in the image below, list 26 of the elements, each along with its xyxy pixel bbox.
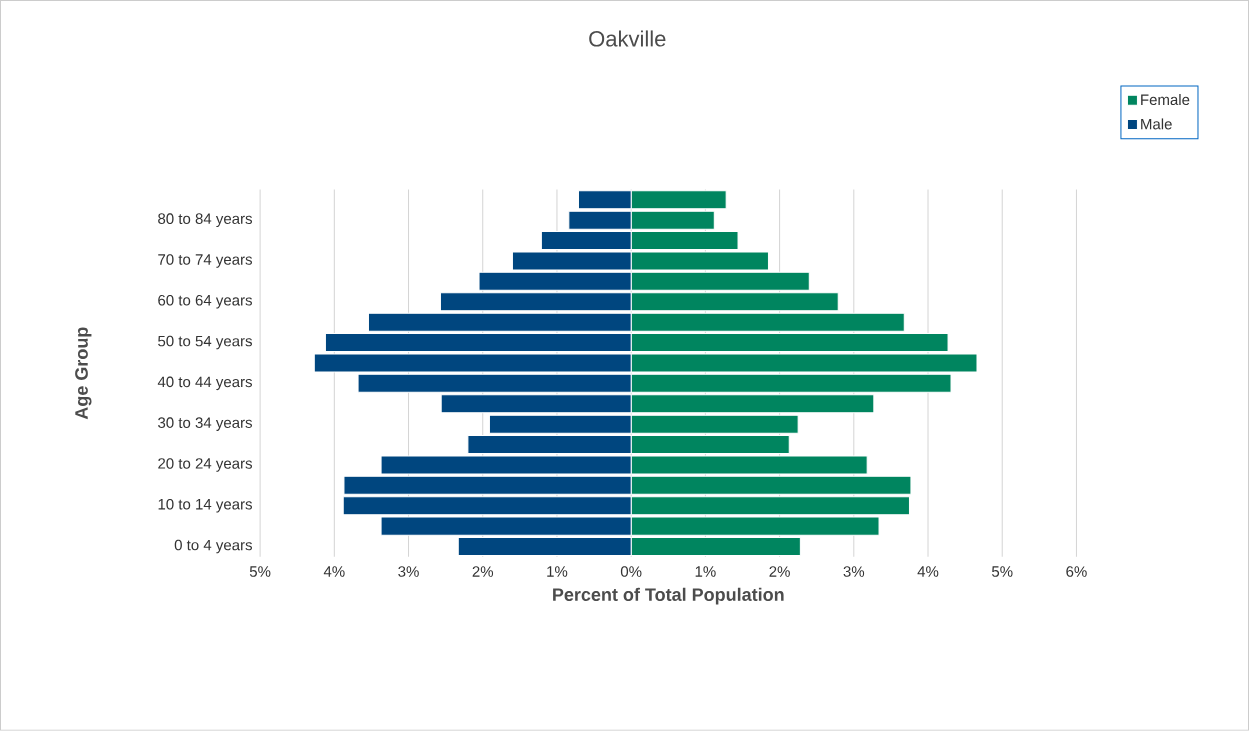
y-axis-title: Age Group [75, 327, 92, 420]
x-tick-label: 2% [769, 566, 790, 577]
y-tick-label: 30 to 34 years [158, 417, 252, 432]
legend-label: Female [1141, 94, 1190, 106]
x-tick-label: 2% [472, 566, 494, 577]
x-tick-label: 5% [991, 566, 1013, 577]
x-tick-label: 3% [398, 566, 419, 577]
legend-label: Male [1141, 118, 1172, 130]
y-tick-label: 10 to 14 years [158, 499, 252, 513]
x-tick-label: 4% [323, 566, 345, 577]
y-tick-label: 60 to 64 years [158, 295, 252, 309]
y-tick-label: 80 to 84 years [158, 213, 252, 228]
x-tick-label: 1% [695, 566, 716, 577]
y-tick-label: 70 to 74 years [158, 254, 252, 268]
x-tick-label: 3% [843, 566, 865, 577]
y-tick-label: 40 to 44 years [157, 376, 252, 391]
x-tick-label: 0% [620, 566, 642, 577]
y-tick-label: 0 to 4 years [174, 539, 252, 554]
x-tick-label: 5% [249, 566, 271, 577]
y-tick-label: 20 to 24 years [158, 458, 252, 472]
x-tick-label: 6% [1066, 566, 1087, 577]
y-tick-label: 50 to 54 years [158, 335, 252, 350]
x-axis-title: Percent of Total Population [553, 587, 784, 605]
chart-title: Oakville [589, 30, 666, 47]
x-tick-label: 4% [917, 566, 939, 577]
x-tick-label: 1% [547, 566, 568, 577]
